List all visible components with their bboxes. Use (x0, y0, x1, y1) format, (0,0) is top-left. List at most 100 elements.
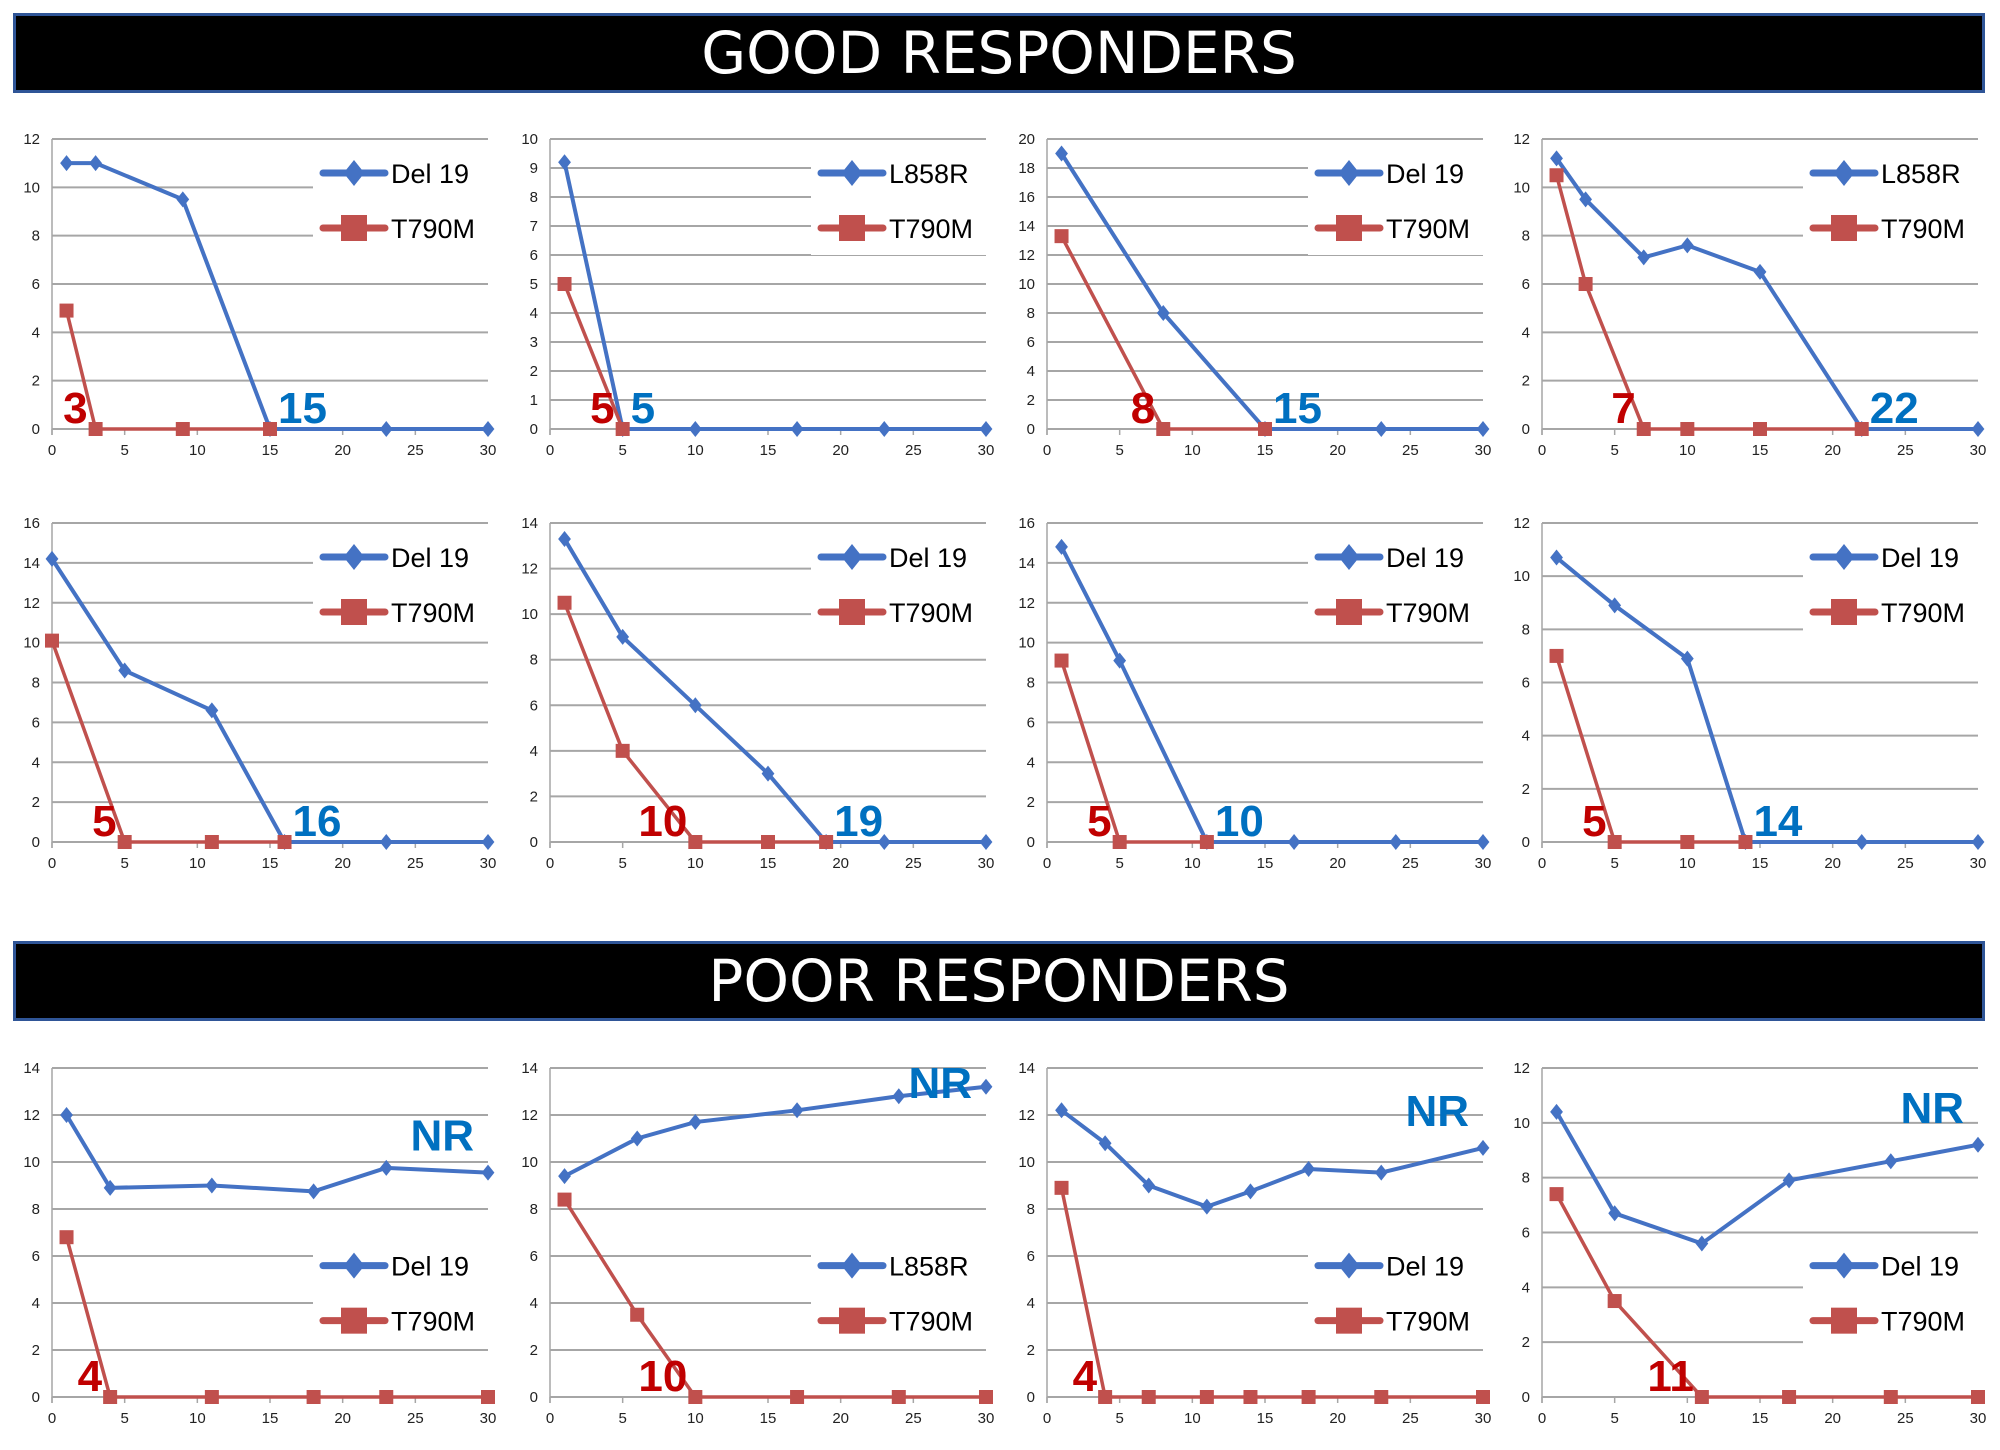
data-point (117, 835, 132, 849)
legend-entry: Del 19 (1314, 159, 1464, 189)
y-tick-label: 2 (1522, 1334, 1530, 1351)
y-tick-label: 10 (1513, 1115, 1530, 1132)
data-point (1971, 1390, 1985, 1404)
series-line-t790m (50, 640, 285, 844)
data-point (688, 1390, 703, 1404)
y-tick-label: 2 (1522, 781, 1530, 798)
data-point (892, 1088, 906, 1105)
y-tick-label: 10 (1018, 276, 1035, 293)
x-tick-label: 20 (832, 442, 849, 459)
y-tick-label: 2 (32, 373, 40, 390)
y-tick-label: 3 (530, 334, 538, 351)
data-point (1200, 1198, 1214, 1215)
y-tick-label: 4 (1522, 728, 1530, 745)
y-tick-label: 16 (1018, 189, 1035, 206)
data-point (688, 697, 702, 714)
y-tick-label: 12 (23, 595, 40, 612)
x-tick-label: 10 (1184, 442, 1201, 459)
data-point (1578, 277, 1593, 291)
x-tick-label: 25 (407, 442, 424, 459)
data-point (1054, 229, 1069, 244)
diamond-marker-icon (1833, 1252, 1855, 1279)
y-tick-label: 16 (23, 515, 40, 532)
data-point (481, 1164, 495, 1181)
y-tick-label: 6 (1027, 334, 1035, 351)
x-tick-label: 0 (546, 1410, 554, 1427)
data-point (979, 421, 993, 437)
y-tick-label: 0 (32, 1389, 40, 1406)
square-marker-icon (1336, 1307, 1362, 1334)
x-tick-label: 20 (1329, 855, 1346, 872)
data-point (1971, 1136, 1985, 1153)
chart-panel: 0 2 4 6 8 10 12 14 16 0 5 10 15 20 25 30 Del 19 T790M 5 16 (0, 505, 498, 890)
x-tick-label: 5 (618, 442, 626, 459)
line-chart: 0 2 4 6 8 10 12 14 0 5 10 15 20 25 30 Del 19 T790M 10 19 (521, 515, 994, 872)
data-point (1476, 1139, 1490, 1156)
mutation-clearance-label: 5 (631, 384, 655, 433)
y-tick-label: 2 (1027, 1342, 1035, 1359)
series-line-mutation (562, 161, 986, 431)
t790m-clearance-label: 5 (1582, 797, 1606, 846)
y-tick-label: 0 (1027, 834, 1035, 851)
data-point (59, 1230, 74, 1245)
chart-panel: 0 2 4 6 8 10 12 14 0 5 10 15 20 25 30 Del 19 T790M 4 NR (995, 1050, 1493, 1445)
data-point (558, 154, 571, 171)
data-point (1112, 835, 1127, 849)
data-point (1476, 421, 1490, 437)
diamond-marker-icon (841, 160, 863, 186)
data-point (1258, 422, 1272, 436)
data-point (45, 550, 59, 567)
legend-label: Del 19 (1386, 159, 1464, 189)
y-tick-label: 12 (521, 1107, 538, 1124)
chart-panel: 0 2 4 6 8 10 12 14 0 5 10 15 20 25 30 L858R T790M 10 NR (498, 1050, 996, 1445)
y-tick-label: 4 (1027, 363, 1035, 380)
data-point (379, 1390, 394, 1404)
y-tick-label: 14 (1018, 555, 1035, 572)
no-response-label: NR (1405, 1087, 1469, 1136)
legend-entry: T790M (817, 598, 973, 628)
chart-panel: 0 2 4 6 8 10 12 0 5 10 15 20 25 30 Del 19 T790M 11 NR (1490, 1050, 1988, 1445)
x-tick-label: 15 (760, 442, 777, 459)
t790m-clearance-label: 8 (1131, 384, 1155, 433)
x-tick-label: 5 (1115, 855, 1123, 872)
y-tick-label: 14 (23, 1060, 40, 1077)
legend-entry: T790M (817, 214, 973, 244)
data-point (1694, 1390, 1709, 1404)
data-point (1680, 422, 1695, 436)
data-point (1098, 1390, 1113, 1404)
chart-panel: 0 1 2 3 4 5 6 7 8 9 10 0 5 10 15 20 25 30 L858R T790M 5 5 (498, 121, 996, 477)
series-line-mutation (1060, 1108, 1484, 1209)
series-line-t790m (563, 1198, 986, 1399)
series-line-t790m (1554, 1193, 1978, 1399)
square-marker-icon (839, 1307, 865, 1334)
y-tick-label: 12 (23, 1107, 40, 1124)
legend-label: Del 19 (391, 159, 469, 189)
y-tick-label: 7 (530, 218, 538, 235)
y-tick-label: 9 (530, 160, 538, 177)
data-point (557, 595, 572, 610)
data-point (1782, 1172, 1796, 1189)
good-responders-banner: GOOD RESPONDERS (13, 13, 1985, 93)
legend-label: T790M (391, 598, 475, 628)
diamond-marker-icon (343, 1252, 365, 1279)
data-point (1549, 168, 1564, 183)
data-point (1054, 1180, 1069, 1195)
data-point (379, 834, 393, 850)
data-point (557, 1192, 572, 1207)
data-point (1199, 835, 1214, 849)
x-tick-label: 30 (1475, 442, 1492, 459)
y-tick-label: 4 (1522, 1279, 1530, 1296)
y-tick-label: 10 (1513, 179, 1530, 196)
x-tick-label: 25 (1897, 442, 1914, 459)
mutation-clearance-label: 15 (278, 384, 327, 433)
square-marker-icon (1336, 599, 1362, 625)
y-tick-label: 10 (1018, 1154, 1035, 1171)
x-tick-label: 0 (1043, 855, 1051, 872)
x-tick-label: 5 (120, 1410, 128, 1427)
x-tick-label: 10 (1184, 1410, 1201, 1427)
data-point (616, 628, 630, 645)
legend-entry: T790M (319, 1307, 475, 1337)
x-tick-label: 30 (1970, 855, 1987, 872)
t790m-clearance-label: 5 (590, 384, 614, 433)
y-tick-label: 2 (32, 794, 40, 811)
